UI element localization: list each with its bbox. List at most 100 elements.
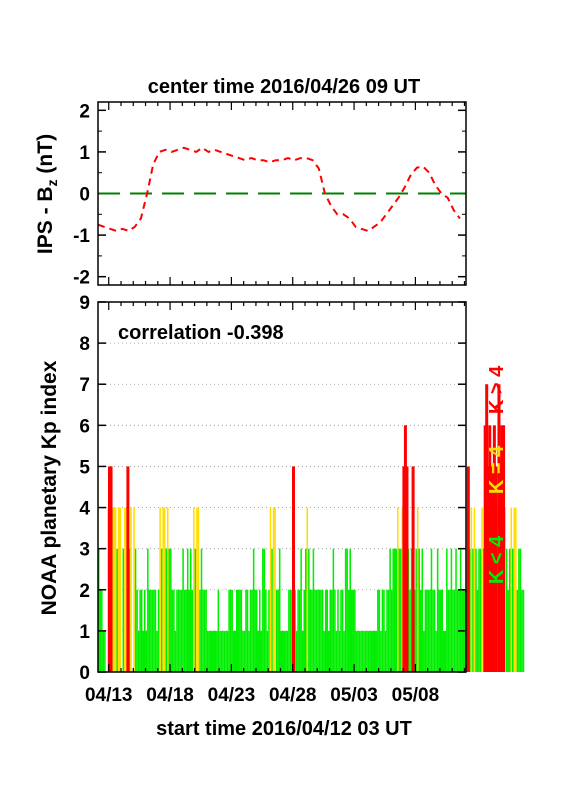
kp-bar — [126, 466, 130, 672]
kp-bar — [479, 548, 482, 672]
kp-bar — [232, 630, 235, 672]
kp-bar — [393, 548, 396, 672]
kp-bar — [263, 548, 266, 672]
kp-bar — [392, 548, 394, 672]
kp-bar — [159, 507, 161, 672]
kp-bar — [469, 548, 471, 672]
kp-bar — [443, 630, 445, 672]
kp-bar — [133, 507, 135, 672]
kp-y-tick-label: 3 — [79, 540, 90, 561]
kp-bar — [193, 507, 195, 672]
kp-bar — [389, 548, 391, 672]
kp-bar — [423, 630, 425, 672]
kp-bar — [240, 589, 243, 672]
kp-bar — [177, 589, 180, 672]
kp-bar — [378, 589, 381, 672]
kp-bar — [456, 589, 459, 672]
kp-bar — [324, 589, 327, 672]
kp-x-tick-label: 05/08 — [392, 685, 440, 706]
kp-bar — [295, 630, 298, 672]
kp-bar — [482, 548, 485, 672]
kp-bar — [438, 589, 440, 672]
kp-bar — [369, 630, 371, 672]
kp-bar — [225, 630, 227, 672]
bz-plot-frame — [97, 101, 467, 286]
kp-gridlines — [98, 342, 466, 632]
bz-panel-title: center time 2016/04/26 09 UT — [148, 76, 420, 98]
kp-bar — [472, 548, 474, 672]
kp-bar — [433, 589, 436, 672]
kp-bar — [386, 589, 388, 672]
kp-bar — [402, 466, 406, 672]
kp-bar — [441, 589, 443, 672]
kp-bar — [377, 589, 379, 672]
kp-bar — [314, 589, 316, 672]
kp-x-tick-label: 04/18 — [146, 685, 194, 706]
kp-y-tick-label: 0 — [79, 663, 90, 684]
kp-y-tick-label: 7 — [79, 375, 90, 396]
kp-bar — [153, 589, 155, 672]
kp-bar — [128, 548, 131, 672]
kp-bar — [435, 630, 437, 672]
kp-bar — [154, 589, 157, 672]
kp-y-tick-label: 2 — [79, 581, 90, 602]
kp-bar — [216, 630, 218, 672]
kp-bar — [186, 548, 189, 672]
bz-y-tick-labels: 2 1 0 -1 -2 — [73, 101, 90, 288]
kp-bar — [200, 548, 203, 672]
kp-bar — [315, 589, 318, 672]
kp-bar — [242, 630, 244, 672]
kp-bar — [486, 466, 490, 672]
kp-bar — [337, 589, 339, 672]
legend-entry: K > 4 — [486, 365, 508, 414]
kp-bar — [459, 548, 462, 672]
bz-panel: center time 2016/04/26 09 UT 2 1 0 -1 -2 IPS… — [34, 76, 467, 289]
kp-bar — [217, 589, 220, 672]
kp-bar — [259, 589, 261, 672]
kp-bar — [150, 589, 152, 672]
kp-bar — [109, 466, 113, 672]
kp-y-tick-labels: 0 1 2 3 4 5 6 7 8 9 — [79, 293, 90, 684]
kp-bar — [335, 630, 338, 672]
kp-bar — [478, 548, 480, 672]
kp-bar — [234, 630, 236, 672]
kp-bar — [361, 630, 364, 672]
bz-y-axis-label-subscript: z — [44, 179, 60, 186]
kp-bar — [285, 630, 287, 672]
kp-bar — [519, 548, 522, 672]
kp-bar — [372, 630, 374, 672]
kp-y-tick-label: 5 — [79, 457, 90, 478]
kp-bar — [328, 630, 330, 672]
kp-bar — [340, 589, 342, 672]
kp-bar — [180, 589, 183, 672]
kp-bar — [236, 589, 238, 672]
kp-bar — [380, 630, 382, 672]
kp-bar — [144, 589, 146, 672]
kp-bar — [140, 589, 143, 672]
kp-bar — [145, 630, 148, 672]
kp-bar — [500, 425, 504, 672]
kp-x-tick-label: 04/23 — [208, 685, 256, 706]
kp-bar — [301, 630, 304, 672]
kp-bar — [418, 548, 420, 672]
kp-bar — [116, 548, 118, 672]
kp-bar — [363, 630, 365, 672]
kp-bar — [194, 548, 197, 672]
kp-bar — [130, 507, 132, 672]
kp-bar — [413, 589, 416, 672]
kp-x-axis-label: start time 2016/04/12 03 UT — [156, 718, 412, 740]
kp-bar — [283, 630, 286, 672]
kp-bar — [220, 630, 223, 672]
kp-bar — [400, 548, 402, 672]
kp-bar — [512, 548, 514, 672]
kp-bar — [209, 630, 212, 672]
kp-bar — [117, 507, 120, 672]
kp-bar — [214, 630, 217, 672]
kp-bar — [156, 630, 158, 672]
kp-bar — [329, 589, 332, 672]
kp-bar — [455, 548, 457, 672]
kp-bar — [499, 466, 502, 672]
kp-bar — [358, 630, 361, 672]
kp-bar — [265, 589, 267, 672]
kp-bar — [424, 589, 427, 672]
